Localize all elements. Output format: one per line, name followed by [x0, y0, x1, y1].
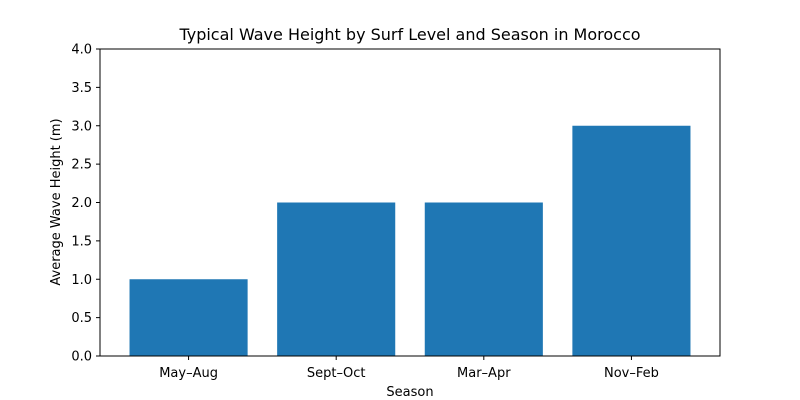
bar-2: [424, 202, 543, 356]
y-tick-label-6: 3.0: [71, 119, 92, 134]
x-tick-label-3: Nov–Feb: [604, 366, 659, 381]
y-tick-label-5: 2.5: [71, 158, 92, 173]
y-axis-title: Average Wave Height (m): [49, 118, 64, 285]
y-tick-label-1: 0.5: [71, 311, 92, 326]
y-tick-label-4: 2.0: [71, 196, 92, 211]
plot-area: 0.0 0.5 1.0 1.5 2.0 2.5 3.0 3.5 4.0 May–Aug Sept–O…: [71, 43, 721, 381]
bar-3: [572, 125, 691, 356]
bar-0: [129, 279, 248, 356]
y-tick-label-3: 1.5: [71, 234, 92, 249]
y-tick-label-0: 0.0: [71, 350, 92, 365]
bar-1: [277, 202, 396, 356]
y-tick-label-7: 3.5: [71, 81, 92, 96]
x-tick-label-2: Mar–Apr: [457, 366, 511, 381]
y-tick-label-8: 4.0: [71, 43, 92, 58]
y-tick-label-2: 1.0: [71, 273, 92, 288]
x-axis-title: Season: [386, 385, 433, 400]
x-tick-label-1: Sept–Oct: [307, 366, 366, 381]
chart-title: Typical Wave Height by Surf Level and Se…: [178, 25, 640, 44]
x-tick-label-0: May–Aug: [159, 366, 218, 381]
